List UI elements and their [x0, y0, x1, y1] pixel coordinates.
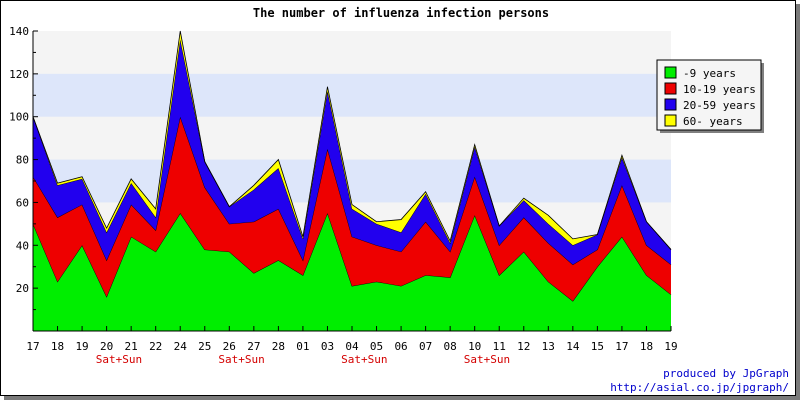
- x-tick-label-9: 27: [247, 340, 260, 353]
- x-tick-label-13: 04: [345, 340, 359, 353]
- legend-swatch-0: [664, 66, 677, 79]
- axes: 20 40 60 80 100 120 140 17 18 19 20 21 22 24 25 26 27 28 0…: [9, 25, 678, 366]
- x-tick-label-2: 19: [75, 340, 88, 353]
- area-outline-3: [32, 30, 672, 250]
- x-tick-label-1: 18: [51, 340, 64, 353]
- x-tick-label-16: 07: [419, 340, 432, 353]
- x-tick-label-10: 28: [272, 340, 285, 353]
- x-tick-label-3: 20: [100, 340, 113, 353]
- legend-label-0: -9 years: [683, 67, 736, 80]
- chart-title: The number of influenza infection person…: [253, 6, 549, 20]
- legend-label-3: 60- years: [683, 115, 743, 128]
- credit-line2: http://asial.co.jp/jpgraph/: [610, 381, 789, 394]
- x-tick-label-14: 05: [370, 340, 383, 353]
- x-tick-label-5: 22: [149, 340, 162, 353]
- x-tick-label-18: 10: [468, 340, 481, 353]
- legend-label-1: 10-19 years: [683, 83, 756, 96]
- x-tick-label-24: 17: [615, 340, 628, 353]
- x-tick-label-22: 14: [566, 340, 580, 353]
- x-tick-label-8: 26: [223, 340, 236, 353]
- x-tick-label-15: 06: [394, 340, 407, 353]
- x-tick-label-26: 19: [664, 340, 677, 353]
- y-tick-label-80: 80: [16, 154, 29, 167]
- weekend-label-2: Sat+Sun: [341, 353, 387, 366]
- credit-line1: produced by JpGraph: [663, 367, 789, 380]
- y-tick-label-100: 100: [9, 111, 29, 124]
- weekend-label-3: Sat+Sun: [464, 353, 510, 366]
- weekend-label-0: Sat+Sun: [96, 353, 142, 366]
- x-tick-label-20: 12: [517, 340, 530, 353]
- y-tick-label-140: 140: [9, 25, 29, 38]
- x-tick-label-21: 13: [542, 340, 555, 353]
- legend-label-2: 20-59 years: [683, 99, 756, 112]
- x-tick-label-12: 03: [321, 340, 334, 353]
- y-tick-label-120: 120: [9, 68, 29, 81]
- x-tick-label-11: 01: [296, 340, 309, 353]
- area-series-0: [33, 213, 671, 331]
- x-tick-label-17: 08: [444, 340, 457, 353]
- legend-swatch-1: [664, 82, 677, 95]
- weekend-label-1: Sat+Sun: [218, 353, 264, 366]
- area-series-2: [33, 39, 671, 265]
- legend-swatch-2: [664, 98, 677, 111]
- legend: -9 years 10-19 years 20-59 years 60- years: [656, 59, 764, 133]
- y-tick-label-60: 60: [16, 196, 29, 209]
- series-areas: [32, 30, 672, 331]
- x-tick-label-4: 21: [125, 340, 138, 353]
- y-tick-label-20: 20: [16, 282, 29, 295]
- area-series-1: [33, 116, 671, 301]
- x-tick-label-23: 15: [591, 340, 604, 353]
- x-tick-label-7: 25: [198, 340, 211, 353]
- band-1: [33, 73, 671, 117]
- x-tick-label-25: 18: [640, 340, 653, 353]
- x-tick-label-0: 17: [26, 340, 39, 353]
- x-tick-label-19: 11: [493, 340, 506, 353]
- x-tick-label-6: 24: [174, 340, 188, 353]
- y-tick-label-40: 40: [16, 239, 29, 252]
- area-series-3: [33, 31, 671, 250]
- legend-swatch-3: [664, 114, 677, 127]
